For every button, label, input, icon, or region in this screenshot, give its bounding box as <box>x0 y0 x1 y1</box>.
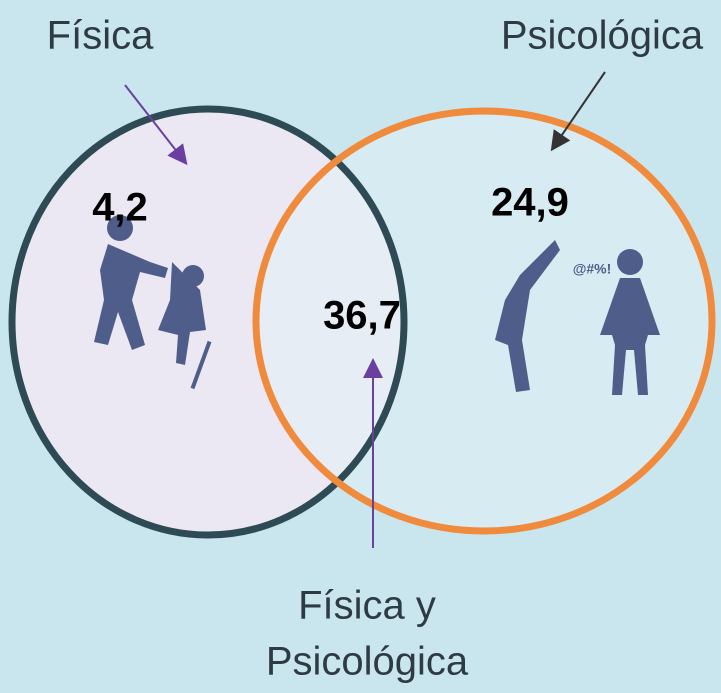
set-value: 24,9 <box>491 181 569 225</box>
arrow <box>550 71 606 152</box>
set-label: Psicológica <box>501 14 704 58</box>
intersection-label: Física y <box>298 584 436 628</box>
set-label: Física <box>47 14 154 58</box>
icon-symbols: @#%! <box>573 261 612 277</box>
set-fisica-outline <box>8 105 408 539</box>
set-psicologica-outline <box>252 107 716 535</box>
intersection-value: 36,7 <box>323 294 401 338</box>
set-psicologica-fill <box>256 111 712 531</box>
set-value: 4,2 <box>92 186 148 230</box>
icon-psychological: @#%! <box>495 240 660 395</box>
icon-physical <box>94 215 212 390</box>
intersection-label: Psicológica <box>266 640 469 684</box>
arrow <box>124 84 188 166</box>
